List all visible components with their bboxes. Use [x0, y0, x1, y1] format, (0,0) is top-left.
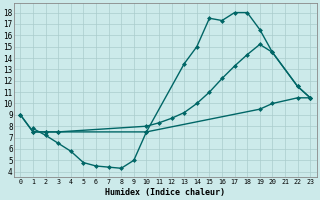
X-axis label: Humidex (Indice chaleur): Humidex (Indice chaleur) — [105, 188, 225, 197]
